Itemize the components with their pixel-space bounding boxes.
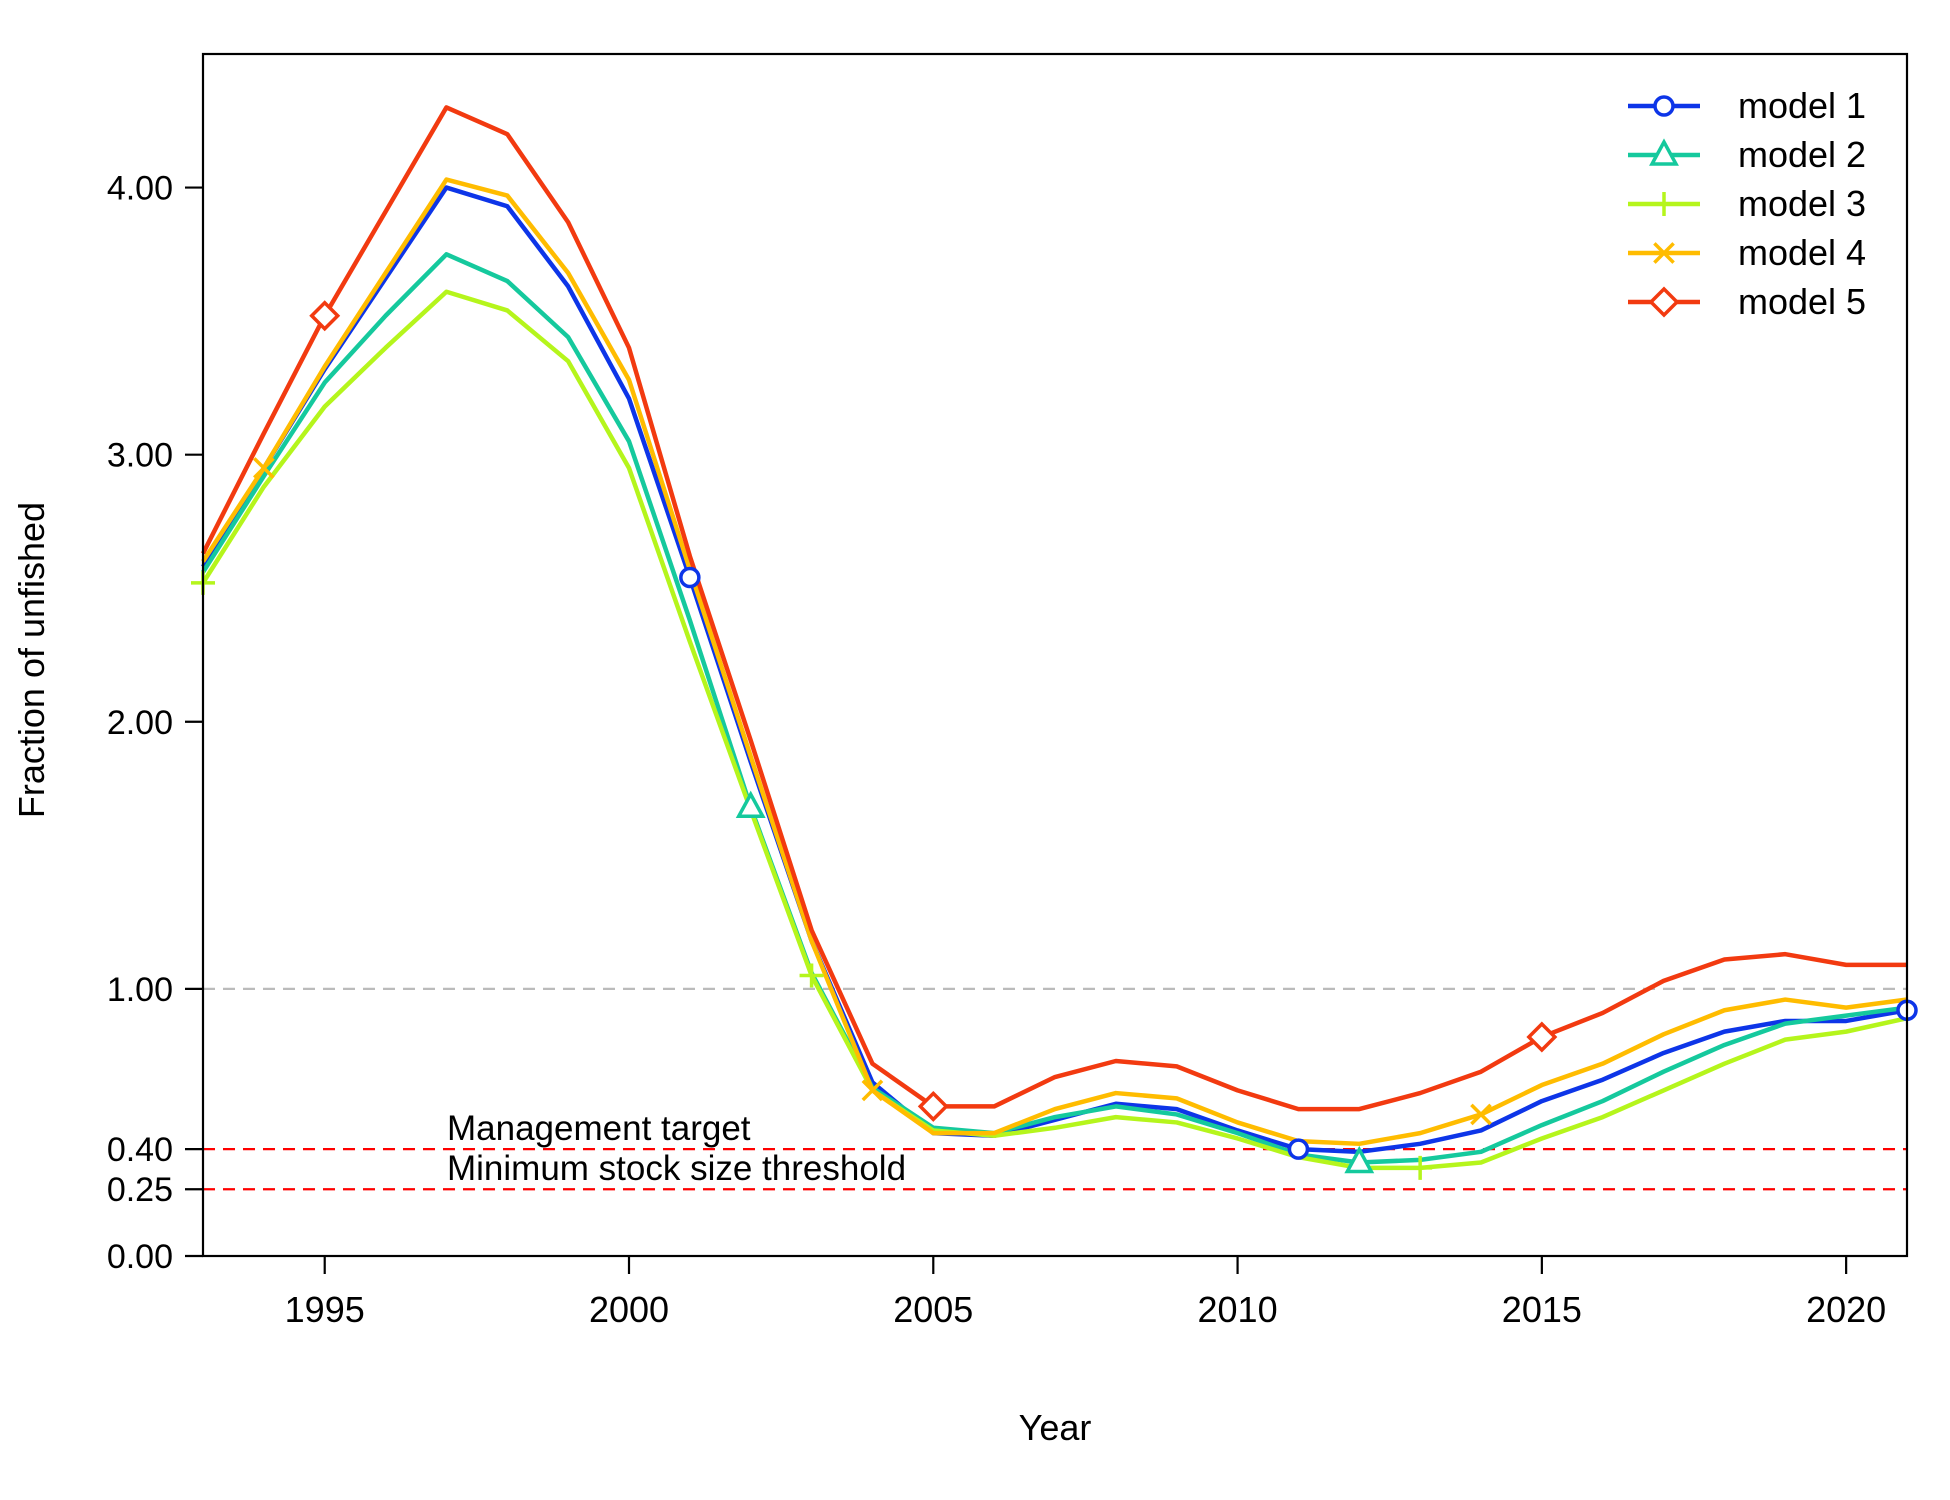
series-line bbox=[201, 177, 1908, 1147]
data-point bbox=[1653, 95, 1675, 117]
y-tick-label: 1.00 bbox=[107, 971, 173, 1009]
data-point bbox=[1652, 192, 1676, 216]
data-point bbox=[679, 566, 701, 589]
y-tick-label: 0.00 bbox=[107, 1238, 173, 1276]
data-point bbox=[1649, 138, 1679, 166]
series-line bbox=[201, 252, 1908, 1165]
x-tick-label: 2010 bbox=[1198, 1289, 1278, 1330]
data-point bbox=[309, 300, 341, 332]
data-point bbox=[253, 457, 275, 479]
legend: model 1 model 2 model 3 model 4 model 5 bbox=[1628, 85, 1866, 322]
data-point bbox=[1344, 1145, 1375, 1174]
series-line bbox=[201, 185, 1908, 1155]
x-tick-label: 2020 bbox=[1806, 1289, 1886, 1330]
y-tick-label: 2.00 bbox=[107, 704, 173, 742]
data-point bbox=[1526, 1021, 1558, 1053]
series-line bbox=[200, 105, 1907, 1112]
x-tick-label: 2005 bbox=[893, 1289, 973, 1330]
reference-label: Management target bbox=[447, 1109, 751, 1148]
data-point bbox=[1470, 1103, 1492, 1126]
data-point bbox=[917, 1090, 949, 1122]
data-point bbox=[1648, 286, 1680, 318]
data-point bbox=[799, 963, 824, 988]
y-axis-label: Fraction of unfished bbox=[11, 502, 52, 818]
y-tick-label: 3.00 bbox=[107, 437, 173, 475]
legend-label: model 4 bbox=[1738, 232, 1866, 273]
series-lines bbox=[200, 105, 1908, 1171]
legend-label: model 2 bbox=[1738, 134, 1866, 175]
x-axis: 1995 2000 2005 2010 2015 2020 bbox=[285, 1256, 1886, 1330]
data-point bbox=[1287, 1138, 1310, 1160]
y-axis: 0.00 0.250.40 1.00 2.00 3.00 4.00 bbox=[107, 170, 203, 1276]
data-point bbox=[1408, 1155, 1433, 1180]
reference-lines bbox=[203, 987, 1907, 1191]
y-tick-label: 4.00 bbox=[107, 170, 173, 208]
y-tick-label: 0.25 bbox=[107, 1171, 173, 1209]
data-point bbox=[735, 790, 766, 819]
legend-label: model 3 bbox=[1738, 183, 1866, 224]
x-axis-label: Year bbox=[1019, 1407, 1092, 1448]
x-tick-label: 2015 bbox=[1502, 1289, 1582, 1330]
y-tick-label: 0.40 bbox=[107, 1131, 173, 1169]
legend-label: model 1 bbox=[1738, 85, 1866, 126]
data-point bbox=[861, 1079, 884, 1102]
x-tick-label: 2000 bbox=[589, 1289, 669, 1330]
x-tick-label: 1995 bbox=[285, 1289, 365, 1330]
data-point bbox=[1653, 242, 1675, 264]
series-line bbox=[201, 289, 1908, 1171]
legend-label: model 5 bbox=[1738, 281, 1866, 322]
reference-label: Minimum stock size threshold bbox=[447, 1149, 906, 1188]
plot-frame bbox=[201, 52, 1909, 1258]
